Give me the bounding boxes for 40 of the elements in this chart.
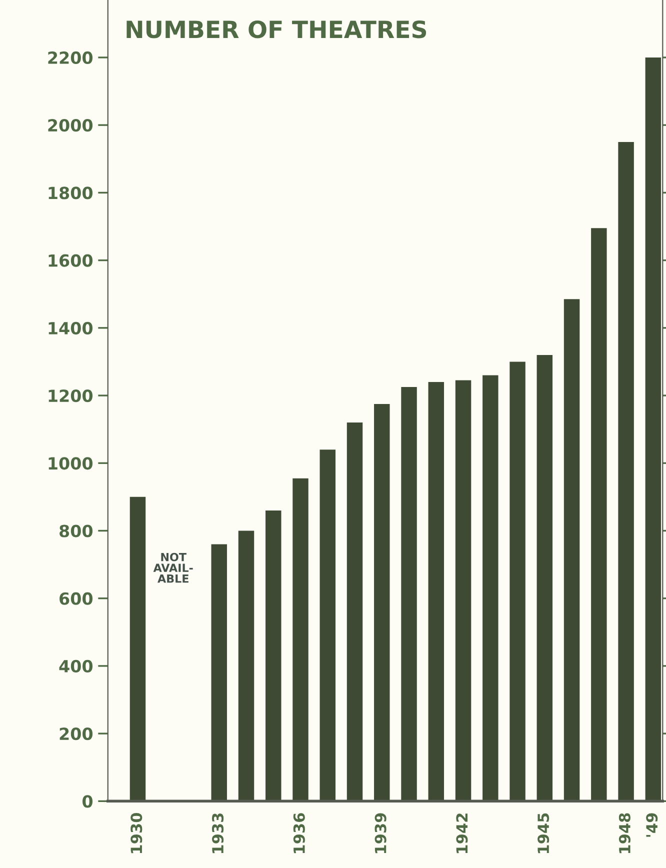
bar xyxy=(320,450,336,802)
bar xyxy=(428,382,444,802)
bar xyxy=(238,530,254,802)
bar xyxy=(292,478,308,802)
bar xyxy=(130,496,146,802)
x-tick-label: 1936 xyxy=(293,813,305,854)
x-tick-label: 1942 xyxy=(456,814,468,854)
x-tick-label: 1948 xyxy=(618,813,630,854)
bar xyxy=(266,510,282,802)
bar xyxy=(482,375,498,802)
y-tick-label: 800 xyxy=(60,524,93,538)
bar xyxy=(645,57,662,802)
x-tick-label: 1945 xyxy=(538,813,550,854)
x-tick-label: 1930 xyxy=(130,813,142,854)
bar xyxy=(510,362,526,802)
bar xyxy=(536,354,553,802)
y-tick-label: 600 xyxy=(60,592,93,605)
y-tick-label: 1800 xyxy=(48,186,93,200)
bar xyxy=(591,228,607,802)
annotation: NOT AVAIL- ABLE xyxy=(153,552,193,583)
y-tick-label: 200 xyxy=(60,728,93,740)
y-tick-label: 1600 xyxy=(48,254,93,267)
x-tick-label: 1933 xyxy=(212,813,224,854)
y-tick-label: 1000 xyxy=(48,457,93,470)
bar xyxy=(374,404,390,802)
bar xyxy=(618,142,634,802)
bar xyxy=(346,422,363,802)
x-tick-label: 1939 xyxy=(374,813,386,854)
bar xyxy=(211,544,227,802)
text: NUMBER OF THEATRES xyxy=(126,20,426,38)
bar xyxy=(564,299,580,802)
bar xyxy=(455,380,472,802)
y-tick-label: 1200 xyxy=(48,389,93,402)
y-tick-label: 2000 xyxy=(48,119,93,132)
y-tick-label: 1400 xyxy=(48,322,93,334)
y-tick-label: 0 xyxy=(82,795,93,808)
bar xyxy=(401,387,417,802)
x-tick-label: '49 xyxy=(646,813,658,837)
y-tick-label: 400 xyxy=(59,660,93,673)
y-tick-label: 2200 xyxy=(48,51,93,64)
